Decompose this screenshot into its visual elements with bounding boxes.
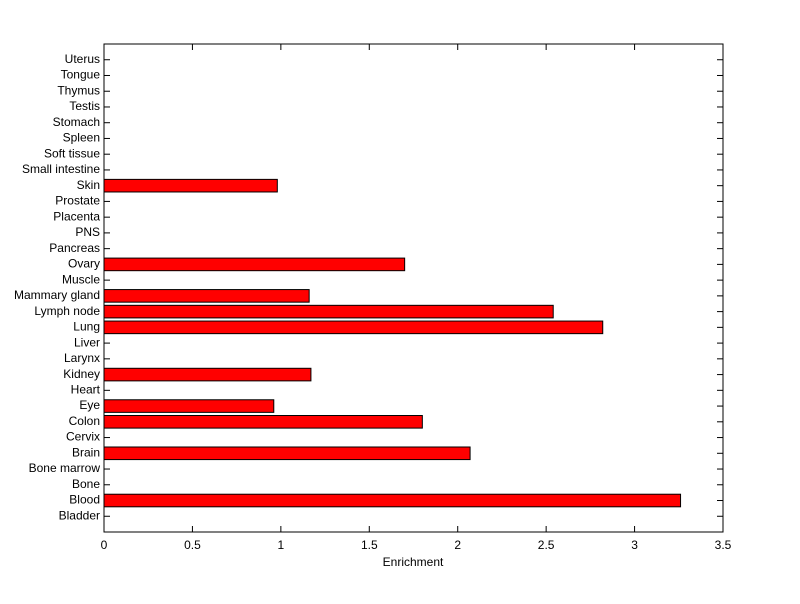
x-tick-label: 3.5 [715, 538, 732, 552]
y-tick-label: Lung [73, 320, 100, 334]
y-tick-label: Stomach [53, 115, 100, 129]
y-tick-label: Brain [72, 445, 100, 459]
x-tick-label: 2 [454, 538, 461, 552]
y-tick-label: Bladder [59, 508, 100, 522]
y-tick-label: Uterus [65, 52, 100, 66]
y-tick-label: Eye [79, 398, 100, 412]
x-tick-label: 1 [278, 538, 285, 552]
bar [103, 415, 423, 429]
x-tick-label: 0 [101, 538, 108, 552]
y-tick-label: Bone [72, 477, 100, 491]
y-tick-label: Testis [69, 99, 100, 113]
y-tick-label: Pancreas [49, 241, 100, 255]
x-tick-label: 3 [631, 538, 638, 552]
y-tick-label: Skin [77, 178, 100, 192]
y-tick-label: Colon [69, 414, 100, 428]
bar [103, 399, 275, 413]
y-tick-label: Tongue [61, 68, 101, 82]
x-tick-label: 0.5 [184, 538, 201, 552]
y-tick-label: Spleen [63, 131, 100, 145]
y-tick-label: Soft tissue [44, 146, 100, 160]
y-tick-label: PNS [75, 225, 100, 239]
y-tick-label: Muscle [62, 272, 100, 286]
y-tick-label: Mammary gland [14, 288, 100, 302]
x-tick-label: 1.5 [361, 538, 378, 552]
y-tick-label: Bone marrow [29, 461, 101, 475]
y-tick-label: Lymph node [34, 304, 100, 318]
y-tick-label: Larynx [64, 351, 100, 365]
y-tick-label: Thymus [57, 83, 100, 97]
y-tick-label: Ovary [68, 257, 100, 271]
y-tick-label: Liver [74, 335, 100, 349]
y-tick-label: Placenta [53, 209, 100, 223]
bar [103, 493, 682, 508]
y-tick-label: Blood [69, 493, 100, 507]
y-tick-label: Prostate [55, 194, 100, 208]
x-axis-label: Enrichment [383, 555, 444, 569]
y-tick-label: Small intestine [22, 162, 100, 176]
bar [103, 446, 471, 461]
bar [103, 320, 604, 335]
y-tick-label: Heart [71, 382, 101, 396]
bar [103, 304, 554, 319]
y-tick-label: Kidney [63, 367, 100, 381]
bar [103, 367, 312, 382]
bar [103, 257, 406, 272]
x-tick-label: 2.5 [538, 538, 555, 552]
bar [103, 289, 310, 303]
bar [103, 178, 278, 193]
y-tick-label: Cervix [66, 430, 100, 444]
